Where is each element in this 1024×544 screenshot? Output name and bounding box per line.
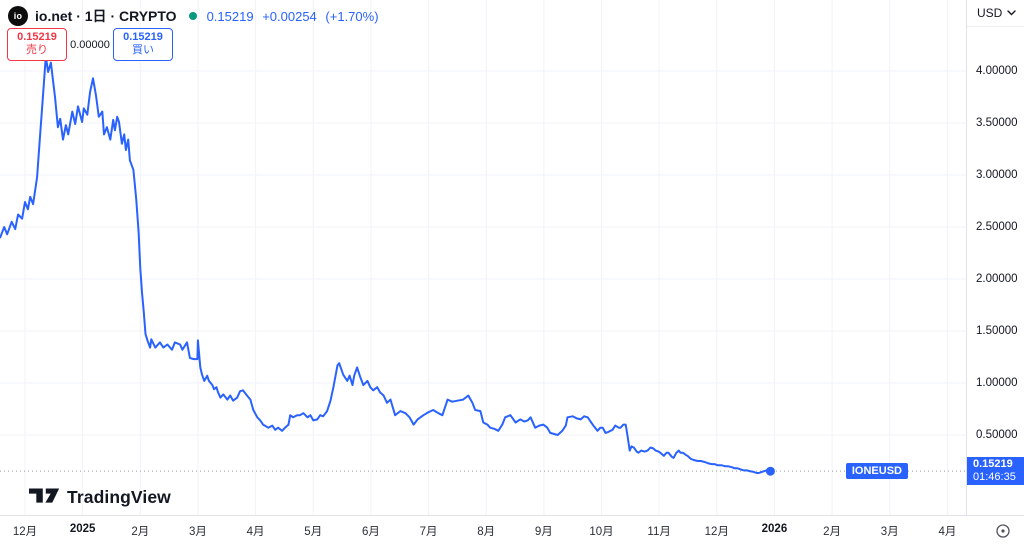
price-axis[interactable]: USD 4.00000 3.50000 3.00000 2.50000 2.00000 1… [966,0,1024,515]
time-axis-tick: 2026 [761,523,788,535]
sell-button[interactable]: 0.15219 売り [7,28,67,61]
current-price-badge: 0.15219 01:46:35 [967,457,1024,486]
sell-price: 0.15219 [17,31,57,43]
chevron-down-icon [1007,10,1016,16]
tradingview-wordmark: TradingView [67,487,171,507]
last-price-marker [765,466,775,476]
currency-label: USD [977,6,1003,20]
bar-countdown: 01:46:35 [973,471,1016,484]
time-axis-tick: 12月 [704,526,729,538]
tradingview-attribution[interactable]: TradingView [29,487,171,508]
quote-values: 0.15219 +0.00254 (+1.70%) [207,9,384,24]
price-axis-tick: 2.00000 [976,273,1018,285]
currency-dropdown[interactable]: USD [967,0,1024,27]
time-axis-tick: 11月 [647,526,671,538]
time-axis-tick: 7月 [419,526,438,538]
quote-change: +0.00254 [262,8,317,24]
price-axis-tick: 4.00000 [976,65,1018,77]
time-axis-tick: 10月 [589,526,614,538]
time-axis-tick: 9月 [534,526,553,538]
time-axis-tick: 2月 [823,526,842,538]
current-price-symbol-badge: IONEUSD [845,463,908,480]
buy-price: 0.15219 [123,31,163,43]
symbol-title[interactable]: io.net · 1日 · CRYPTO [35,8,177,24]
settings-icon[interactable] [994,522,1012,540]
market-status-icon[interactable] [188,12,197,20]
time-axis-tick: 5月 [304,526,323,538]
time-axis-tick: 2月 [131,526,150,538]
tradingview-logo-icon [29,488,60,503]
chart-canvas[interactable]: IONEUSD [0,0,966,515]
quote-last: 0.15219 [206,8,254,24]
quote-change-pct: (+1.70%) [325,8,379,24]
spread-value: 0.00000 [70,38,110,51]
time-axis-tick: 4月 [938,526,957,538]
buy-label: 買い [132,44,154,56]
current-price-value: 0.15219 [973,458,1013,471]
price-line-chart [0,0,966,515]
time-axis-tick: 3月 [880,526,899,538]
price-axis-tick: 3.00000 [976,169,1018,181]
price-axis-tick: 1.00000 [976,377,1018,389]
time-axis-tick: 8月 [477,526,496,538]
price-series-line [0,55,772,474]
symbol-logo-icon: io [8,6,28,26]
trade-panel: 0.15219 売り 0.00000 0.15219 買い [7,28,173,61]
time-axis-tick: 2025 [69,523,96,535]
time-axis-tick: 12月 [12,526,38,538]
time-axis[interactable]: 12月 2025 2月 3月 4月 5月 6月 7月 8月 9月 10月 11月 12月 2026 2月 3月… [0,515,1024,544]
buy-button[interactable]: 0.15219 買い [113,28,173,61]
time-axis-tick: 4月 [246,526,265,538]
price-axis-tick: 2.50000 [976,221,1018,233]
sell-label: 売り [26,44,48,56]
price-axis-tick: 3.50000 [976,117,1018,129]
price-axis-tick: 0.50000 [976,429,1018,441]
time-axis-tick: 3月 [188,526,207,538]
time-axis-tick: 6月 [361,526,380,538]
price-axis-tick: 1.50000 [976,325,1018,337]
symbol-legend: io io.net · 1日 · CRYPTO 0.15219 +0.00254… [8,6,384,26]
